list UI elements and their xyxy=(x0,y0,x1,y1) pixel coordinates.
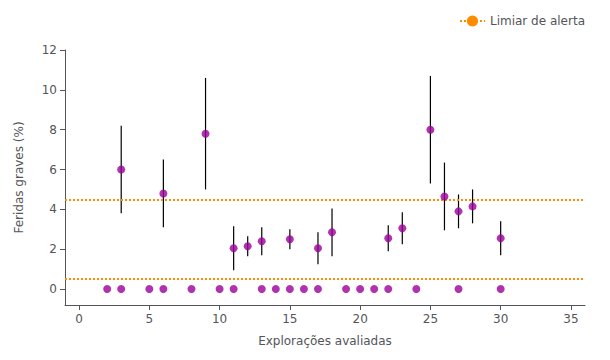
svg-text:5: 5 xyxy=(146,312,154,326)
svg-text:12: 12 xyxy=(42,43,57,57)
svg-text:35: 35 xyxy=(563,312,578,326)
svg-text:Explorações avaliadas: Explorações avaliadas xyxy=(258,334,392,348)
svg-text:8: 8 xyxy=(49,123,57,137)
svg-text:Feridas graves (%): Feridas graves (%) xyxy=(12,121,26,233)
svg-text:0: 0 xyxy=(75,312,83,326)
svg-text:20: 20 xyxy=(352,312,367,326)
svg-text:0: 0 xyxy=(49,282,57,296)
svg-text:Limiar de alerta: Limiar de alerta xyxy=(490,14,585,28)
svg-text:2: 2 xyxy=(49,242,57,256)
svg-text:4: 4 xyxy=(49,202,57,216)
svg-text:30: 30 xyxy=(493,312,508,326)
svg-text:6: 6 xyxy=(49,163,57,177)
svg-text:25: 25 xyxy=(423,312,438,326)
svg-text:15: 15 xyxy=(282,312,297,326)
svg-text:10: 10 xyxy=(42,83,57,97)
svg-text:10: 10 xyxy=(212,312,227,326)
